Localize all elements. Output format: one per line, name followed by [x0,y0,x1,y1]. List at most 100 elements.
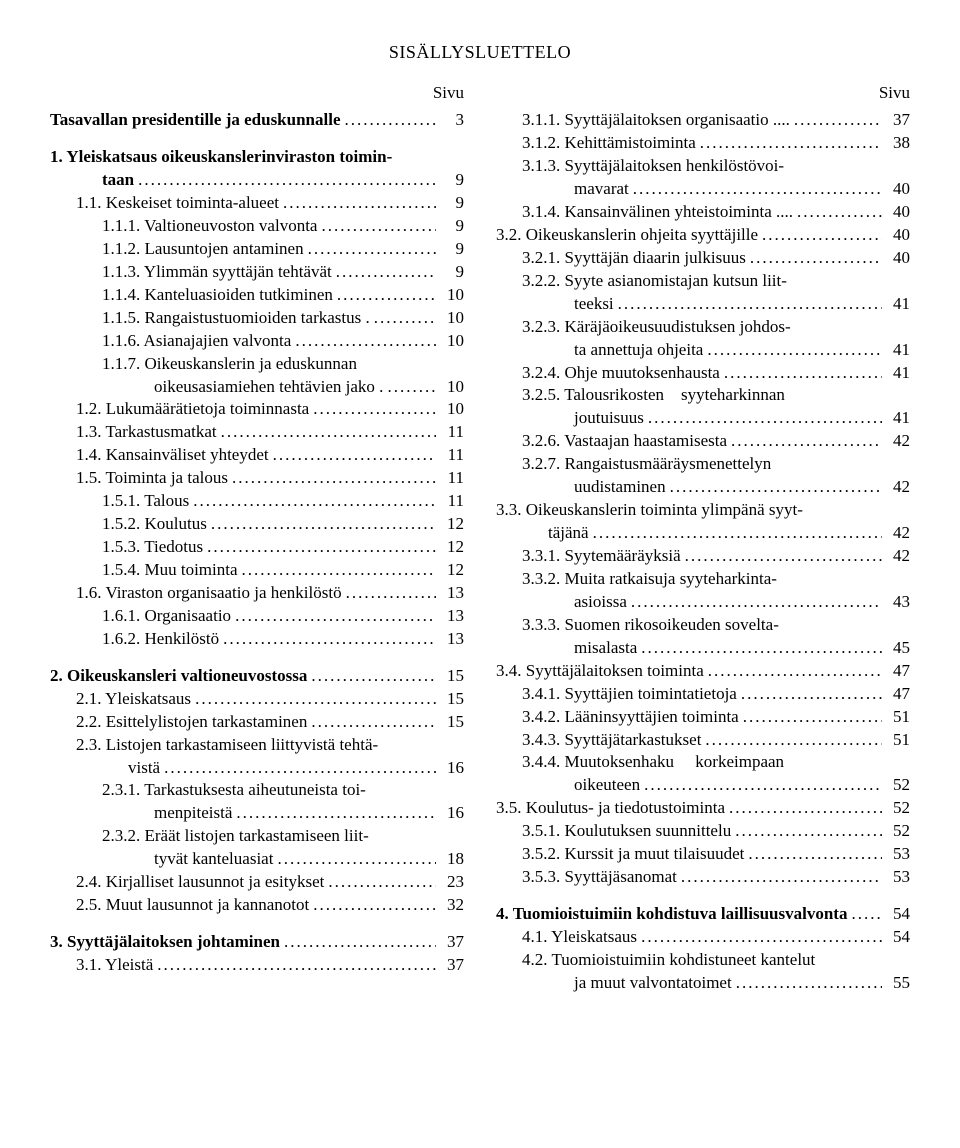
toc-label: vistä [128,757,160,780]
toc-label: 2.3.2. Eräät listojen tarkastamiseen lii… [102,825,369,848]
toc-label: 3.4.2. Lääninsyyttäjien toiminta [522,706,739,729]
toc-page: 9 [440,215,464,238]
toc-label: 3.5.1. Koulutuksen suunnittelu [522,820,731,843]
toc-page: 12 [440,559,464,582]
toc-label: asioissa [574,591,627,614]
toc-label: oikeuteen [574,774,640,797]
toc-label: 3.3.2. Muita ratkaisuja syyteharkinta- [522,568,777,591]
toc-page: 41 [886,407,910,430]
leader-dots [741,685,882,705]
toc-entry: 1.4. Kansainväliset yhteydet11 [50,444,464,467]
leader-dots [387,378,436,398]
leader-dots [851,906,882,926]
toc-label: 1.1.4. Kanteluasioiden tutkiminen [102,284,333,307]
toc-label: 1.1. Keskeiset toiminta-alueet [76,192,279,215]
leader-dots [311,667,436,687]
toc-entry: 3.4.3. Syyttäjätarkastukset51 [496,729,910,752]
toc-page: 10 [440,330,464,353]
toc-page: 12 [440,513,464,536]
toc-label: 1.5.1. Talous [102,490,189,513]
toc-page: 52 [886,797,910,820]
toc-page: 37 [440,931,464,954]
toc-page: 11 [440,490,464,513]
toc-page: 55 [886,972,910,995]
toc-page: 40 [886,201,910,224]
right-column: Sivu 3.1.1. Syyttäjälaitoksen organisaat… [496,82,910,995]
right-list: 3.1.1. Syyttäjälaitoksen organisaatio ..… [496,109,910,995]
toc-entry: 3.4.2. Lääninsyyttäjien toiminta 51 [496,706,910,729]
toc-page: 45 [886,637,910,660]
toc-label: 3.1. Yleistä [76,954,153,977]
leader-dots [762,226,882,246]
toc-label: 3.1.3. Syyttäjälaitoksen henkilöstövoi- [522,155,784,178]
toc-entry: 1.5.1. Talous 11 [50,490,464,513]
toc-label: 3.4. Syyttäjälaitoksen toiminta [496,660,704,683]
leader-dots [308,240,436,260]
toc-entry: 1.3. Tarkastusmatkat11 [50,421,464,444]
leader-dots [313,401,436,421]
leader-dots [724,364,882,384]
toc-page: 53 [886,866,910,889]
toc-label: 3.2.1. Syyttäjän diaarin julkisuus [522,247,746,270]
toc-label: 3.1.1. Syyttäjälaitoksen organisaatio ..… [522,109,790,132]
toc-entry: 4.1. Yleiskatsaus54 [496,926,910,949]
toc-entry: mavarat40 [496,178,910,201]
toc-page: 38 [886,132,910,155]
leader-dots [321,218,436,238]
toc-label: 2.1. Yleiskatsaus [76,688,191,711]
toc-page: 40 [886,224,910,247]
leader-dots [195,690,436,710]
toc-entry-continuation: 3.2.7. Rangaistusmääräysmenettelyn [496,453,910,476]
toc-page: 9 [440,261,464,284]
toc-label: 2.3.1. Tarkastuksesta aiheutuneista toi- [102,779,366,802]
toc-page: 51 [886,706,910,729]
toc-entry: 3.5. Koulutus- ja tiedotustoiminta52 [496,797,910,820]
toc-entry: 3.1.2. Kehittämistoiminta38 [496,132,910,155]
toc-page: 47 [886,683,910,706]
toc-page: 15 [440,688,464,711]
toc-page: 42 [886,476,910,499]
toc-page: 52 [886,774,910,797]
toc-entry: 1.5.3. Tiedotus12 [50,536,464,559]
toc-label: mavarat [574,178,629,201]
toc-entry: 1.1. Keskeiset toiminta-alueet 9 [50,192,464,215]
toc-label: oikeusasiamiehen tehtävien jako . [154,376,383,399]
toc-entry: 4. Tuomioistuimiin kohdistuva laillisuus… [496,903,910,926]
toc-label: taan [102,169,134,192]
leader-dots [641,929,882,949]
toc-label: 1.5.2. Koulutus [102,513,207,536]
leader-dots [797,204,882,224]
toc-entry: teeksi41 [496,293,910,316]
toc-entry: 2.1. Yleiskatsaus 15 [50,688,464,711]
leader-dots [374,309,436,329]
leader-dots [346,585,436,605]
leader-dots [235,607,436,627]
toc-label: 1.5. Toiminta ja talous [76,467,228,490]
toc-page: 9 [440,192,464,215]
leader-dots [743,708,882,728]
leader-dots [670,479,882,499]
leader-dots [593,525,882,545]
toc-label: 3.4.1. Syyttäjien toimintatietoja [522,683,737,706]
toc-label: Tasavallan presidentille ja eduskunnalle [50,109,341,132]
toc-entry: 3.2.4. Ohje muutoksenhausta41 [496,362,910,385]
toc-label: 1.1.7. Oikeuskanslerin ja eduskunnan [102,353,357,376]
leader-dots [164,759,436,779]
leader-dots [618,295,882,315]
toc-entry: uudistaminen 42 [496,476,910,499]
leader-dots [232,470,436,490]
leader-dots [207,539,436,559]
toc-label: 1.3. Tarkastusmatkat [76,421,217,444]
toc-page: 37 [440,954,464,977]
toc-entry: 3.1. Yleistä 37 [50,954,464,977]
toc-page: 23 [440,871,464,894]
toc-label: uudistaminen [574,476,666,499]
spacer [50,651,464,665]
toc-entry-continuation: 4.2. Tuomioistuimiin kohdistuneet kantel… [496,949,910,972]
leader-dots [736,974,882,994]
toc-entry-continuation: 3.3.3. Suomen rikosoikeuden sovelta- [496,614,910,637]
toc-entry: 1.6. Viraston organisaatio ja henkilöstö… [50,582,464,605]
toc-entry: Tasavallan presidentille ja eduskunnalle… [50,109,464,132]
leader-dots [705,731,882,751]
leader-dots [273,447,436,467]
